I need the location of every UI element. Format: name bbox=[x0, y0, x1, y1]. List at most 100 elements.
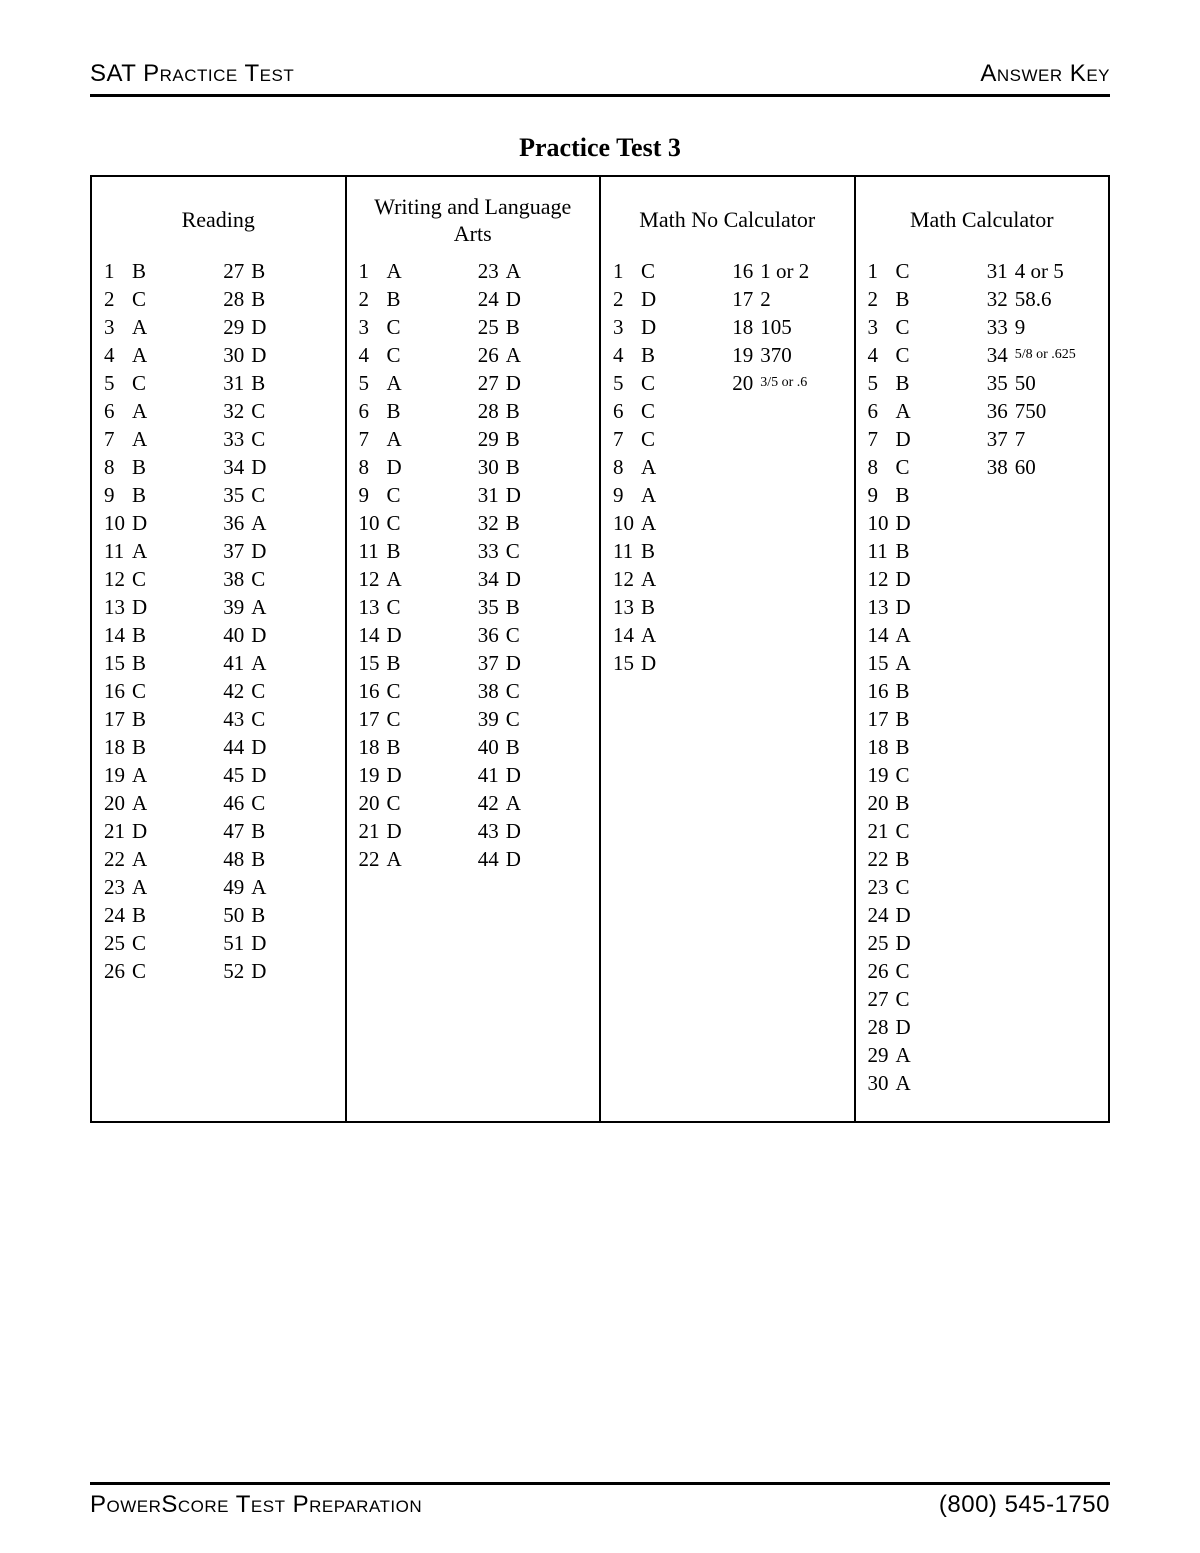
answer-value: 7 bbox=[1015, 425, 1096, 453]
question-number: 17 bbox=[732, 285, 760, 313]
question-number: 42 bbox=[478, 789, 506, 817]
question-number: 28 bbox=[223, 285, 251, 313]
question-number: 6 bbox=[613, 397, 641, 425]
answer-row: 29D bbox=[223, 313, 332, 341]
answer-row: 4B bbox=[613, 341, 722, 369]
question-number: 16 bbox=[732, 257, 760, 285]
answer-value: C bbox=[251, 397, 332, 425]
answer-column: 1A2B3C4C5A6B7A8D9C10C11B12A13C14D15B16C1… bbox=[359, 257, 468, 873]
answer-row: 30B bbox=[478, 453, 587, 481]
answer-row: 36A bbox=[223, 509, 332, 537]
answer-value: B bbox=[387, 397, 468, 425]
answer-value: 750 bbox=[1015, 397, 1096, 425]
answer-row: 34D bbox=[223, 453, 332, 481]
answer-row: 23C bbox=[868, 873, 977, 901]
question-number: 9 bbox=[613, 481, 641, 509]
answer-row: 10D bbox=[104, 509, 213, 537]
answer-row: 27C bbox=[868, 985, 977, 1013]
answer-row: 35C bbox=[223, 481, 332, 509]
answer-value: A bbox=[251, 509, 332, 537]
question-number: 40 bbox=[478, 733, 506, 761]
question-number: 6 bbox=[868, 397, 896, 425]
answer-row: 7A bbox=[104, 425, 213, 453]
question-number: 32 bbox=[223, 397, 251, 425]
answer-row: 51D bbox=[223, 929, 332, 957]
answer-row: 3C bbox=[359, 313, 468, 341]
answer-value: B bbox=[896, 845, 977, 873]
answer-row: 10A bbox=[613, 509, 722, 537]
answer-row: 28D bbox=[868, 1013, 977, 1041]
question-number: 5 bbox=[868, 369, 896, 397]
question-number: 34 bbox=[223, 453, 251, 481]
answer-row: 15B bbox=[104, 649, 213, 677]
question-number: 24 bbox=[868, 901, 896, 929]
answer-value: C bbox=[251, 789, 332, 817]
answer-row: 16B bbox=[868, 677, 977, 705]
answer-value: B bbox=[506, 453, 587, 481]
answer-value: A bbox=[251, 649, 332, 677]
page-footer: PowerScore Test Preparation (800) 545-17… bbox=[90, 1482, 1110, 1519]
question-number: 29 bbox=[478, 425, 506, 453]
question-number: 30 bbox=[868, 1069, 896, 1097]
answer-row: 39A bbox=[223, 593, 332, 621]
answer-value: A bbox=[506, 257, 587, 285]
answer-value: C bbox=[641, 257, 722, 285]
answer-column: 23A24D25B26A27D28B29B30B31D32B33C34D35B3… bbox=[478, 257, 587, 873]
answer-value: D bbox=[251, 621, 332, 649]
answer-row: 4C bbox=[868, 341, 977, 369]
answer-row: 47B bbox=[223, 817, 332, 845]
question-number: 51 bbox=[223, 929, 251, 957]
answer-value: D bbox=[506, 649, 587, 677]
answer-value: A bbox=[132, 425, 213, 453]
answer-value: B bbox=[896, 481, 977, 509]
section-columns: 1C2B3C4C5B6A7D8C9B10D11B12D13D14A15A16B1… bbox=[868, 257, 1097, 1097]
footer-left: PowerScore Test Preparation bbox=[90, 1491, 422, 1519]
answer-row: 23A bbox=[104, 873, 213, 901]
question-number: 38 bbox=[987, 453, 1015, 481]
answer-value: C bbox=[896, 453, 977, 481]
answer-row: 339 bbox=[987, 313, 1096, 341]
answer-row: 23A bbox=[478, 257, 587, 285]
answer-row: 10D bbox=[868, 509, 977, 537]
answer-row: 45D bbox=[223, 761, 332, 789]
answer-row: 3C bbox=[868, 313, 977, 341]
answer-row: 36750 bbox=[987, 397, 1096, 425]
answer-row: 11B bbox=[613, 537, 722, 565]
question-number: 10 bbox=[359, 509, 387, 537]
answer-row: 39C bbox=[478, 705, 587, 733]
answer-row: 4A bbox=[104, 341, 213, 369]
answer-value: B bbox=[641, 341, 722, 369]
answer-value: C bbox=[387, 593, 468, 621]
answer-row: 6A bbox=[104, 397, 213, 425]
answer-row: 345/8 or .625 bbox=[987, 341, 1096, 369]
answer-row: 9C bbox=[359, 481, 468, 509]
answer-row: 9A bbox=[613, 481, 722, 509]
answer-row: 37D bbox=[223, 537, 332, 565]
question-number: 29 bbox=[868, 1041, 896, 1069]
answer-value: C bbox=[896, 873, 977, 901]
answer-value: B bbox=[132, 733, 213, 761]
answer-value: B bbox=[132, 257, 213, 285]
answer-value: B bbox=[506, 425, 587, 453]
question-number: 40 bbox=[223, 621, 251, 649]
answer-row: 25D bbox=[868, 929, 977, 957]
answer-row: 22A bbox=[359, 845, 468, 873]
question-number: 7 bbox=[868, 425, 896, 453]
answer-row: 40D bbox=[223, 621, 332, 649]
answer-value: 58.6 bbox=[1015, 285, 1096, 313]
answer-value: A bbox=[132, 761, 213, 789]
answer-value: C bbox=[506, 705, 587, 733]
answer-row: 14A bbox=[868, 621, 977, 649]
question-number: 35 bbox=[223, 481, 251, 509]
answer-row: 41D bbox=[478, 761, 587, 789]
question-number: 13 bbox=[613, 593, 641, 621]
answer-row: 12A bbox=[359, 565, 468, 593]
question-number: 20 bbox=[359, 789, 387, 817]
answer-row: 24D bbox=[478, 285, 587, 313]
answer-row: 10C bbox=[359, 509, 468, 537]
question-number: 25 bbox=[104, 929, 132, 957]
answer-row: 1C bbox=[868, 257, 977, 285]
answer-row: 27D bbox=[478, 369, 587, 397]
answer-value: C bbox=[896, 341, 977, 369]
question-number: 36 bbox=[478, 621, 506, 649]
